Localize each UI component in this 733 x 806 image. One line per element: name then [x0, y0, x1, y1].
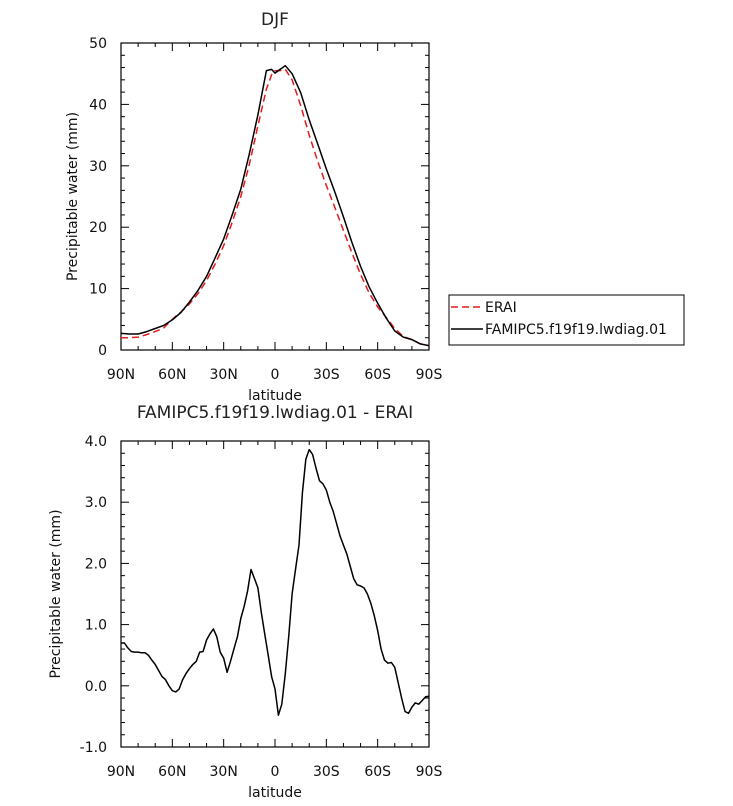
y-tick-label: 10 — [89, 282, 107, 298]
top-chart: DJF 90N 60N 30N 0 30S 60S 90S 0 10 20 30 40 50 latitud… — [65, 10, 685, 404]
y-tick-label: 50 — [89, 36, 107, 52]
x-tick-label: 90S — [416, 764, 443, 780]
x-tick-label: 60N — [158, 764, 186, 780]
x-tick-label: 30S — [313, 764, 340, 780]
plot-frame — [120, 42, 430, 351]
plot-frame — [120, 440, 430, 748]
legend-label: ERAI — [485, 300, 517, 316]
legend-label: FAMIPC5.f19f19.lwdiag.01 — [485, 322, 667, 338]
y-tick-label: 30 — [89, 159, 107, 175]
x-tick-label: 30N — [210, 367, 238, 383]
y-tick-label: 3.0 — [85, 495, 107, 511]
x-tick-label: 60S — [364, 367, 391, 383]
y-tick-label: 4.0 — [85, 434, 107, 450]
y-axis-label: Precipitable water (mm) — [65, 112, 81, 281]
x-tick-label: 90S — [416, 367, 443, 383]
x-tick-label: 0 — [271, 764, 280, 780]
x-tick-label: 0 — [271, 367, 280, 383]
x-tick-label: 60S — [364, 764, 391, 780]
x-axis-label: latitude — [248, 388, 302, 404]
y-tick-label: 40 — [89, 97, 107, 113]
bottom-chart: FAMIPC5.f19f19.lwdiag.01 - ERAI 90N 60N 30N… — [48, 403, 442, 801]
series-line-erai — [121, 68, 430, 347]
legend-box — [448, 294, 685, 346]
series-line-famipc5-f19f19-lwdiag-01 — [120, 64, 430, 347]
y-tick-label: -1.0 — [80, 740, 107, 756]
x-tick-label: 30N — [210, 764, 238, 780]
x-tick-label: 90N — [107, 764, 135, 780]
x-axis-label: latitude — [248, 785, 302, 801]
chart-title: DJF — [261, 10, 289, 30]
y-axis-label: Precipitable water (mm) — [48, 509, 64, 678]
chart-title: FAMIPC5.f19f19.lwdiag.01 - ERAI — [137, 403, 413, 423]
x-tick-label: 30S — [313, 367, 340, 383]
x-tick-label: 60N — [158, 367, 186, 383]
y-tick-label: 0.0 — [85, 679, 107, 695]
legend: ERAI FAMIPC5.f19f19.lwdiag.01 — [448, 294, 685, 346]
x-tick-label: 90N — [107, 367, 135, 383]
y-tick-label: 1.0 — [85, 618, 107, 634]
y-tick-label: 20 — [89, 220, 107, 236]
y-tick-label: 0 — [98, 343, 107, 359]
y-tick-label: 2.0 — [85, 556, 107, 572]
difference-series-line — [121, 448, 430, 716]
